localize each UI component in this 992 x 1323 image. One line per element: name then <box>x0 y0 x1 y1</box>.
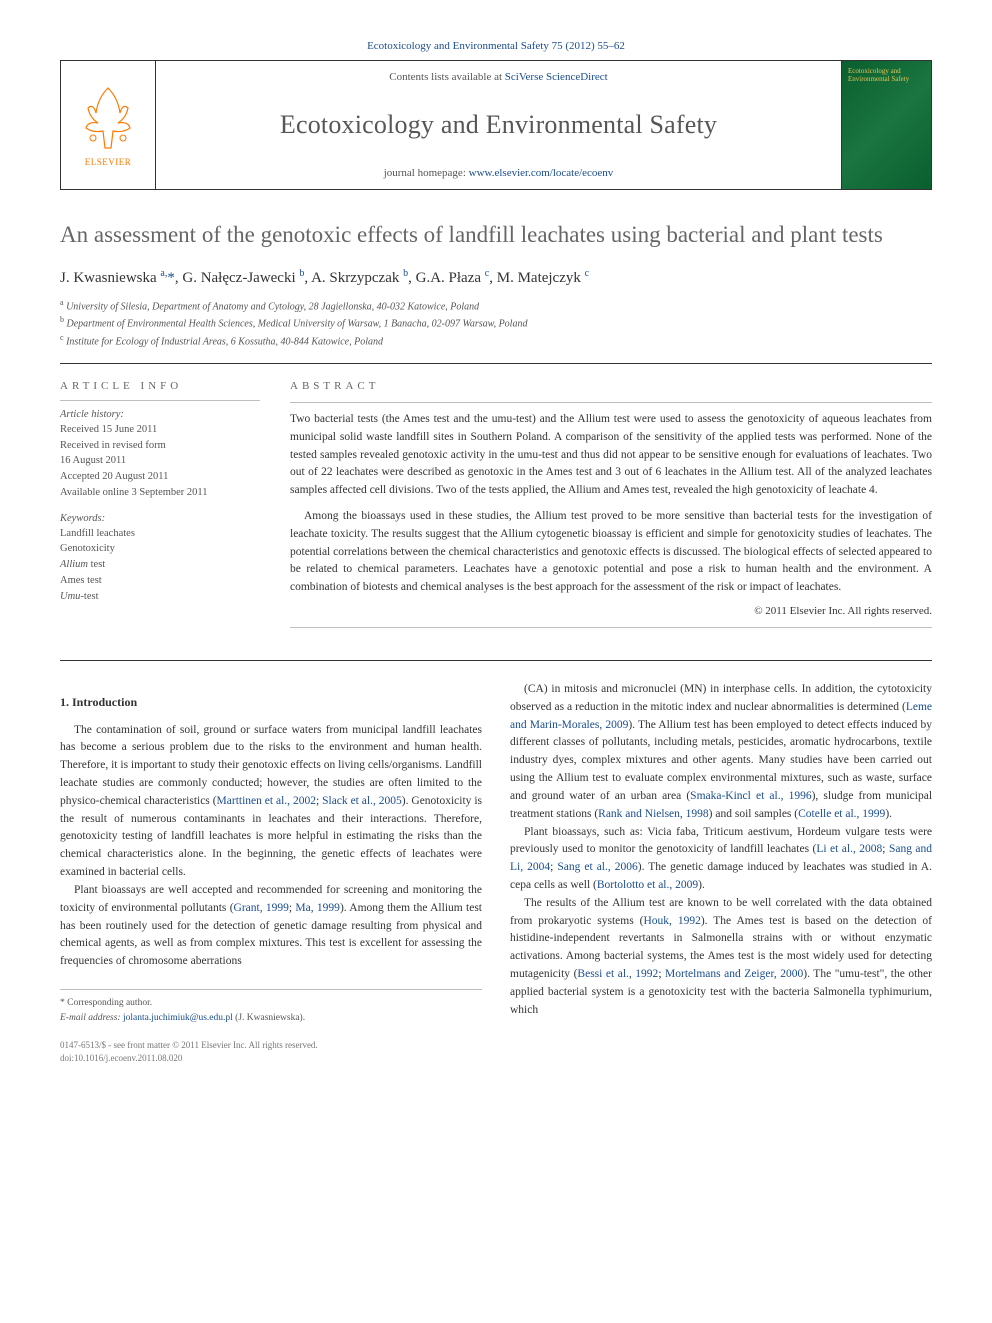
divider <box>60 660 932 661</box>
history-line: 16 August 2011 <box>60 453 260 469</box>
abstract-heading: abstract <box>290 380 932 392</box>
article-title: An assessment of the genotoxic effects o… <box>60 220 932 250</box>
citation-link[interactable]: Mortelmans and Zeiger, 2000 <box>665 968 803 980</box>
homepage-prefix: journal homepage: <box>384 167 469 179</box>
history-line: Available online 3 September 2011 <box>60 485 260 501</box>
email-who: (J. Kwasniewska). <box>233 1013 305 1023</box>
body-left-p2: Plant bioassays are well accepted and re… <box>60 882 482 971</box>
affiliation-line: b Department of Environmental Health Sci… <box>60 314 932 331</box>
keywords-block: Keywords: Landfill leachatesGenotoxicity… <box>60 513 260 605</box>
abstract-column: abstract Two bacterial tests (the Ames t… <box>290 380 932 636</box>
article-citation: Ecotoxicology and Environmental Safety 7… <box>60 40 932 52</box>
page-root: Ecotoxicology and Environmental Safety 7… <box>0 0 992 1105</box>
journal-name: Ecotoxicology and Environmental Safety <box>176 110 821 140</box>
corresponding-author: * Corresponding author. <box>60 996 482 1011</box>
body-right-p3: The results of the Allium test are known… <box>510 895 932 1020</box>
keyword-line: Allium test <box>60 557 260 573</box>
citation-link[interactable]: Cotelle et al., 1999 <box>798 808 885 820</box>
citation-link[interactable]: Bessi et al., 1992 <box>577 968 658 980</box>
citation-link[interactable]: Sang et al., 2006 <box>557 861 637 873</box>
thin-divider <box>290 402 932 403</box>
abstract-p2: Among the bioassays used in these studie… <box>290 508 932 597</box>
homepage-line: journal homepage: www.elsevier.com/locat… <box>176 167 821 179</box>
keyword-line: Umu-test <box>60 589 260 605</box>
history-lines: Received 15 June 2011Received in revised… <box>60 422 260 501</box>
divider <box>60 363 932 364</box>
email-line: E-mail address: jolanta.juchimiuk@us.edu… <box>60 1011 482 1026</box>
affiliation-line: c Institute for Ecology of Industrial Ar… <box>60 332 932 349</box>
meta-abstract-row: article info Article history: Received 1… <box>60 380 932 636</box>
elsevier-tree-icon <box>78 83 138 153</box>
body-right-p1: (CA) in mitosis and micronuclei (MN) in … <box>510 681 932 824</box>
sciencedirect-link[interactable]: SciVerse ScienceDirect <box>505 71 608 83</box>
cover-title: Ecotoxicology and Environmental Safety <box>848 67 925 84</box>
thin-divider <box>60 400 260 401</box>
keywords-title: Keywords: <box>60 513 260 524</box>
thin-divider <box>290 627 932 628</box>
publisher-name: ELSEVIER <box>85 157 132 167</box>
citation-link[interactable]: Marttinen et al., 2002 <box>217 795 316 807</box>
abstract-p1: Two bacterial tests (the Ames test and t… <box>290 411 932 500</box>
publisher-logo: ELSEVIER <box>61 61 156 189</box>
article-info-column: article info Article history: Received 1… <box>60 380 260 636</box>
homepage-link[interactable]: www.elsevier.com/locate/ecoenv <box>469 167 614 179</box>
citation-link[interactable]: Ma, 1999 <box>295 902 340 914</box>
body-right-p2: Plant bioassays, such as: Vicia faba, Tr… <box>510 824 932 895</box>
keyword-line: Genotoxicity <box>60 541 260 557</box>
abstract-copyright: © 2011 Elsevier Inc. All rights reserved… <box>290 605 932 617</box>
history-line: Received 15 June 2011 <box>60 422 260 438</box>
footnote-block: * Corresponding author. E-mail address: … <box>60 989 482 1025</box>
affiliation-line: a University of Silesia, Department of A… <box>60 297 932 314</box>
citation-link[interactable]: Smaka-Kincl et al., 1996 <box>690 790 811 802</box>
doi-line: doi:10.1016/j.ecoenv.2011.08.020 <box>60 1052 482 1065</box>
body-columns: 1. Introduction The contamination of soi… <box>60 681 932 1065</box>
history-line: Received in revised form <box>60 438 260 454</box>
bottom-meta: 0147-6513/$ - see front matter © 2011 El… <box>60 1039 482 1064</box>
keywords-lines: Landfill leachatesGenotoxicityAllium tes… <box>60 526 260 605</box>
citation-link[interactable]: Grant, 1999 <box>234 902 289 914</box>
body-left-p1: The contamination of soil, ground or sur… <box>60 722 482 882</box>
citation-link[interactable]: Houk, 1992 <box>643 915 700 927</box>
journal-cover-thumbnail: Ecotoxicology and Environmental Safety <box>841 61 931 189</box>
history-title: Article history: <box>60 409 260 420</box>
email-label: E-mail address: <box>60 1013 123 1023</box>
contents-available-line: Contents lists available at SciVerse Sci… <box>176 71 821 83</box>
contents-prefix: Contents lists available at <box>389 71 504 83</box>
citation-link[interactable]: Rank and Nielsen, 1998 <box>598 808 709 820</box>
citation-link[interactable]: Li et al., 2008 <box>816 843 882 855</box>
email-link[interactable]: jolanta.juchimiuk@us.edu.pl <box>123 1013 233 1023</box>
article-info-heading: article info <box>60 380 260 392</box>
body-left-column: 1. Introduction The contamination of soi… <box>60 681 482 1065</box>
masthead-center: Contents lists available at SciVerse Sci… <box>156 61 841 189</box>
citation-link[interactable]: Slack et al., 2005 <box>322 795 402 807</box>
section-heading: 1. Introduction <box>60 693 482 712</box>
body-right-column: (CA) in mitosis and micronuclei (MN) in … <box>510 681 932 1065</box>
issn-line: 0147-6513/$ - see front matter © 2011 El… <box>60 1039 482 1052</box>
keyword-line: Ames test <box>60 573 260 589</box>
abstract-text: Two bacterial tests (the Ames test and t… <box>290 411 932 597</box>
history-line: Accepted 20 August 2011 <box>60 469 260 485</box>
citation-link[interactable]: Bortolotto et al., 2009 <box>597 879 698 891</box>
keyword-line: Landfill leachates <box>60 526 260 542</box>
affiliations: a University of Silesia, Department of A… <box>60 297 932 349</box>
masthead: ELSEVIER Contents lists available at Sci… <box>60 60 932 190</box>
authors-line: J. Kwasniewska a,*, G. Nałęcz-Jawecki b,… <box>60 268 932 287</box>
